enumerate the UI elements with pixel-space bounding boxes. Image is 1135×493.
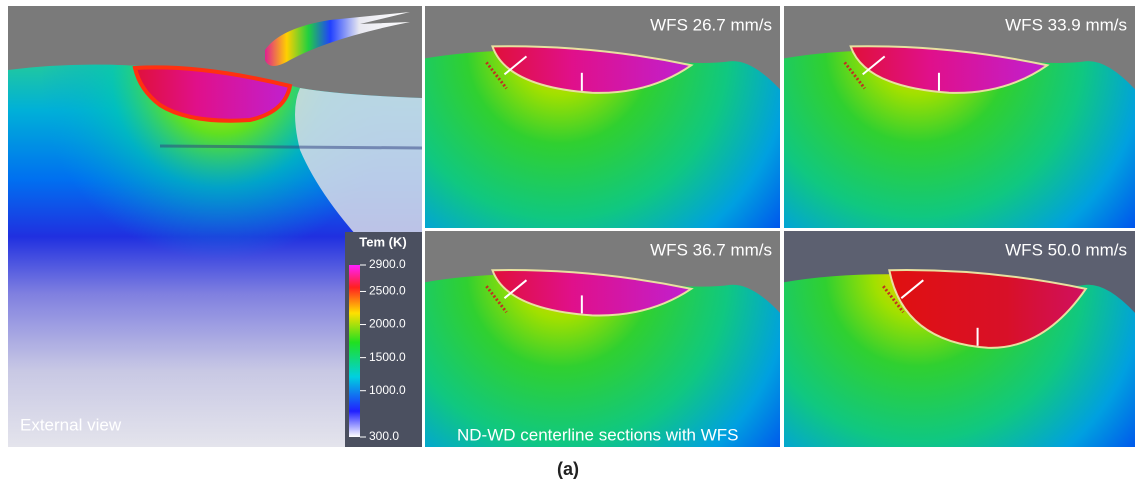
colorbar-title: Tem (K) <box>359 234 406 249</box>
arrow <box>900 279 924 299</box>
substrate <box>425 50 780 228</box>
external-view-panel: External view <box>8 6 423 448</box>
melt-pool <box>849 45 1050 94</box>
section-panel <box>425 231 780 447</box>
section-panels: WFS 26.7 mm/s WFS 33.9 mm/s WFS 36.7 mm/s W… <box>425 6 1135 447</box>
figure-label: (a) <box>557 459 579 479</box>
arrow <box>503 279 528 299</box>
arrow <box>503 55 528 76</box>
colorbar-gradient <box>349 265 360 437</box>
melt-pool <box>491 269 694 317</box>
dotted-boundary <box>485 61 508 90</box>
colorbar-tick-label: 2900.0 <box>369 257 406 271</box>
colorbar-tick-label: 2000.0 <box>369 317 406 331</box>
panel-label: External view <box>20 415 122 434</box>
dotted-boundary <box>843 61 866 90</box>
dotted-boundary <box>485 285 508 314</box>
wire <box>265 12 410 66</box>
sections-caption: ND-WD centerline sections with WFS <box>457 425 739 444</box>
panel-label: WFS 36.7 mm/s <box>650 240 772 259</box>
section-panel <box>784 231 1135 447</box>
colorbar-tick-label: 1500.0 <box>369 350 406 364</box>
panel-label: WFS 26.7 mm/s <box>650 15 772 34</box>
colorbar-tick-label: 1000.0 <box>369 383 406 397</box>
arrow <box>862 55 886 76</box>
panel-label: WFS 50.0 mm/s <box>1005 240 1127 259</box>
section-panel <box>784 6 1135 228</box>
seam <box>159 144 423 150</box>
panel-label: WFS 33.9 mm/s <box>1005 15 1127 34</box>
colorbar: Tem (K) 2900.0 2500.0 2000.0 1500.0 1000.0 30… <box>345 232 422 447</box>
section-panel <box>425 6 780 228</box>
melt-pool <box>888 269 1088 349</box>
melt-pool <box>491 45 694 94</box>
colorbar-tick-label: 300.0 <box>369 429 399 443</box>
substrate <box>425 274 780 447</box>
colorbar-tick-label: 2500.0 <box>369 284 406 298</box>
melt-pool <box>132 65 293 123</box>
substrate <box>784 50 1135 228</box>
dotted-boundary <box>882 285 905 314</box>
